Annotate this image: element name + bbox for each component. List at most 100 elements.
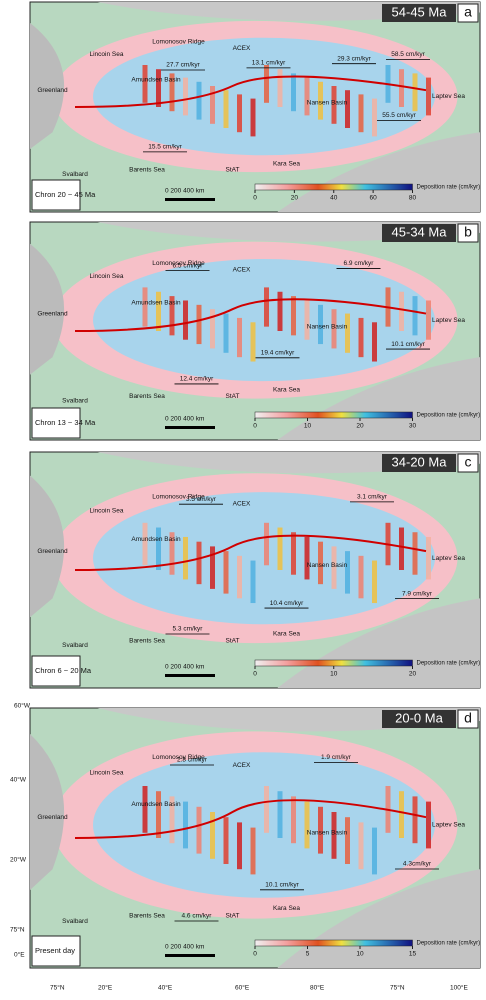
sediment-column [291,73,296,112]
sediment-column [250,98,256,137]
sediment-column [331,309,337,349]
place-label: ACEX [233,45,251,52]
place-label: Barents Sea [129,638,165,645]
panel-letter: a [464,4,472,20]
place-label: Nansen Basin [307,323,348,330]
sediment-column [169,73,175,112]
place-label: StAT [226,638,240,645]
place-label: Greenland [37,548,68,555]
age-box [382,224,456,242]
ridge-axis [74,534,427,571]
graticule-label: 75°N [50,984,65,992]
sediment-column [358,555,364,599]
scale-bar [165,674,215,677]
rate-label: 12.4 cm/kyr [180,376,214,383]
colorbar-tick-label: 20 [291,195,299,202]
place-label: ACEX [233,501,251,508]
place-label: Greenland [37,87,68,94]
age-box [382,4,456,22]
greenland [30,475,65,618]
sediment-column [331,86,337,124]
sediment-column [412,796,418,844]
sediment-column [169,532,175,575]
colorbar-tick-label: 5 [306,951,310,958]
sediment-column [196,541,202,585]
chron-box [31,655,81,687]
rate-label: 10.1 cm/kyr [265,882,299,889]
colorbar [254,183,413,191]
sediment-column [426,801,431,849]
sediment-column [183,801,188,849]
sediment-column [318,304,323,345]
chron-label: Chron 6 ~ 20 Ma [35,666,92,675]
colorbar-tick-label: 0 [253,671,257,678]
ridge-axis [74,298,427,332]
age-label: 20-0 Ma [395,710,443,725]
sediment-column [291,796,296,844]
place-label: Svalbard [62,171,88,178]
place-label: Lincoin Sea [90,273,124,280]
sediment-column [399,69,404,107]
place-label: Nansen Basin [307,830,348,837]
colorbar [254,659,413,667]
scale-bar [165,426,215,429]
place-label: Barents Sea [129,393,165,400]
scale-label: 0 200 400 km [165,944,204,951]
colorbar-tick-label: 15 [409,951,417,958]
place-label: Amundsen Basin [131,299,181,306]
place-label: Lincoin Sea [90,770,124,777]
panel-letter: d [464,710,472,726]
sediment-column [318,541,323,585]
graticule-label: 100°E [450,984,468,992]
sediment-column [142,65,148,103]
sediment-column [372,98,377,137]
chron-box [31,935,81,967]
letter-box [457,3,479,23]
colorbar [254,939,413,947]
sediment-column [345,817,350,864]
sediment-column [250,560,256,604]
map-panel: Lincoin Sea Greenland Lomonosov Ridge ACEX A… [29,707,481,969]
sediment-column [264,287,269,327]
place-label: Lomonosov Ridge [152,39,205,46]
sediment-column [426,536,431,580]
rate-label: 55.5 cm/kyr [382,112,416,119]
chron-box [31,407,81,439]
rate-label: 19.4 cm/kyr [261,350,295,357]
sediment-column [250,827,256,875]
sediment-column [210,309,215,349]
place-label: Amundsen Basin [131,801,181,808]
sediment-column [399,291,404,331]
sediment-column [210,812,215,859]
rate-label: 3.1 cm/kyr [357,494,388,501]
graticule-label: 40°W [10,776,27,784]
place-label: Svalbard [62,397,88,404]
map-panel: Lincoin Sea Greenland Lomonosov Ridge ACEX A… [29,1,481,213]
sediment-column [210,546,215,589]
colorbar-title: Deposition rate (cm/kyr) [417,413,481,419]
sediment-column [304,536,310,580]
colorbar-tick-label: 60 [370,195,378,202]
sediment-column [264,65,269,103]
sediment-column [304,77,310,116]
graticule-label: 75°N [390,984,405,992]
place-label: Lomonosov Ridge [152,754,205,761]
scale-bar [165,954,215,957]
sediment-column [372,827,377,875]
place-label: Nansen Basin [307,100,348,107]
rate-label: 6.5 cm/kyr [173,262,204,269]
place-label: Laptev Sea [432,822,465,829]
colorbar-tick-label: 20 [356,423,364,430]
graticule-label: 75°N [10,926,25,934]
rate-label: 29.3 cm/kyr [337,55,371,62]
sediment-column [331,812,337,859]
sediment-column [210,86,215,124]
graticule-label: 20°W [10,856,27,864]
graticule-label: 60°W [14,702,31,710]
sediment-column [223,90,229,128]
sediment-column [196,806,202,854]
rate-label: 27.7 cm/kyr [166,62,200,69]
rate-label: 10.4 cm/kyr [270,600,304,607]
place-label: Svalbard [62,918,88,925]
